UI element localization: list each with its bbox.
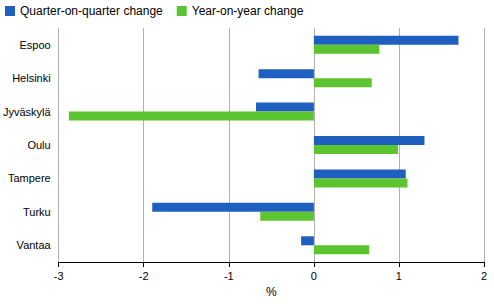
svg-text:2: 2: [481, 270, 487, 282]
svg-text:Oulu: Oulu: [27, 139, 50, 151]
svg-text:1: 1: [396, 270, 402, 282]
svg-text:Helsinki: Helsinki: [12, 72, 51, 84]
svg-text:Espoo: Espoo: [19, 39, 50, 51]
svg-text:Jyväskylä: Jyväskylä: [3, 106, 52, 118]
svg-text:-2: -2: [139, 270, 149, 282]
svg-text:Tampere: Tampere: [8, 172, 51, 184]
svg-text:Quarter-on-quarter change: Quarter-on-quarter change: [20, 4, 163, 18]
svg-text:-3: -3: [54, 270, 64, 282]
svg-text:%: %: [266, 285, 277, 299]
svg-text:-1: -1: [224, 270, 234, 282]
svg-text:0: 0: [311, 270, 317, 282]
svg-text:Turku: Turku: [23, 206, 51, 218]
svg-text:Vantaa: Vantaa: [17, 239, 52, 251]
svg-text:Year-on-year change: Year-on-year change: [192, 4, 304, 18]
